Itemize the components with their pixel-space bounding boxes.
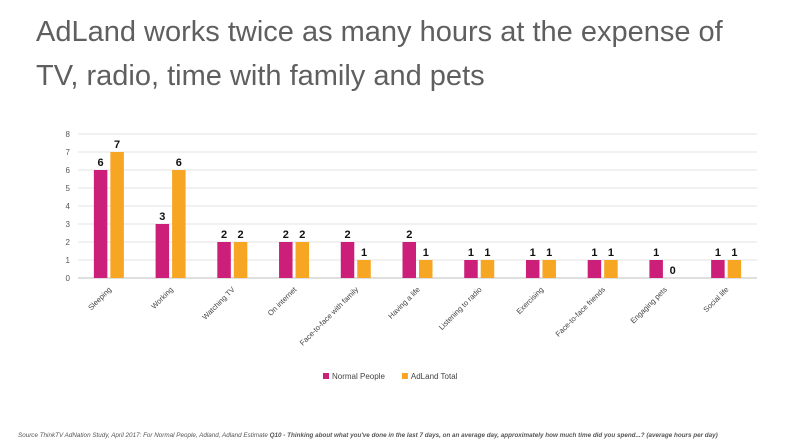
data-label: 1 bbox=[715, 247, 721, 259]
bar bbox=[464, 260, 478, 278]
bar bbox=[295, 242, 310, 278]
data-label: 1 bbox=[361, 247, 367, 259]
bar bbox=[727, 260, 742, 278]
data-label: 3 bbox=[159, 211, 165, 223]
data-label: 1 bbox=[484, 247, 490, 259]
data-label: 2 bbox=[406, 229, 412, 241]
data-label: 2 bbox=[221, 229, 227, 241]
x-tick-label: Face-to-face with family bbox=[298, 285, 361, 348]
x-tick-label: Social life bbox=[701, 285, 730, 314]
x-tick-label: Listening to radio bbox=[437, 285, 484, 332]
x-tick-label: Sleeping bbox=[86, 285, 113, 312]
legend-label: Normal People bbox=[332, 372, 385, 381]
x-tick-label: Exercising bbox=[515, 285, 546, 316]
data-label: 1 bbox=[530, 247, 536, 259]
y-tick-label: 4 bbox=[66, 202, 71, 211]
x-tick-label: On internet bbox=[266, 284, 299, 317]
x-tick-label: Engaging pets bbox=[629, 285, 669, 325]
page-title: AdLand works twice as many hours at the … bbox=[36, 16, 723, 92]
data-label: 2 bbox=[344, 229, 350, 241]
bar bbox=[604, 260, 618, 278]
data-label: 6 bbox=[176, 157, 182, 169]
source-note: Source ThinkTV AdNation Study, April 201… bbox=[18, 432, 788, 439]
y-axis-ticks: 0 1 2 3 4 5 6 7 8 bbox=[66, 130, 71, 283]
legend-swatch bbox=[323, 373, 329, 379]
bar bbox=[217, 242, 231, 278]
data-label: 1 bbox=[591, 247, 597, 259]
y-tick-label: 6 bbox=[66, 166, 71, 175]
bar bbox=[480, 260, 495, 278]
y-tick-label: 5 bbox=[66, 184, 71, 193]
legend-label: AdLand Total bbox=[411, 372, 458, 381]
y-tick-label: 7 bbox=[66, 148, 71, 157]
data-label: 2 bbox=[238, 229, 244, 241]
data-label: 1 bbox=[731, 247, 737, 259]
bar bbox=[587, 260, 602, 278]
bar bbox=[402, 242, 416, 278]
source-text: Source ThinkTV AdNation Study, April 201… bbox=[18, 432, 270, 439]
data-label: 1 bbox=[653, 247, 659, 259]
data-label: 1 bbox=[608, 247, 614, 259]
x-tick-label: Watching TV bbox=[200, 285, 236, 321]
y-tick-label: 8 bbox=[66, 130, 71, 139]
chart-gridlines bbox=[78, 133, 757, 279]
bar bbox=[93, 170, 108, 278]
x-axis-ticks: Sleeping Working Watching TV On internet Fac… bbox=[86, 284, 730, 347]
y-tick-label: 2 bbox=[66, 238, 71, 247]
y-tick-label: 1 bbox=[66, 256, 71, 265]
bar bbox=[525, 260, 540, 278]
data-label: 6 bbox=[98, 157, 104, 169]
chart-legend: Normal People AdLand Total bbox=[323, 372, 458, 381]
bar bbox=[711, 260, 725, 278]
bar bbox=[542, 260, 556, 278]
data-label: 1 bbox=[468, 247, 474, 259]
bar bbox=[155, 224, 170, 278]
bar bbox=[649, 260, 663, 278]
data-label: 2 bbox=[299, 229, 305, 241]
chart-bars bbox=[93, 152, 742, 278]
source-question: Q10 - Thinking about what you've done in… bbox=[269, 432, 718, 439]
bar bbox=[340, 242, 355, 278]
bar bbox=[110, 152, 124, 278]
data-label: 0 bbox=[670, 265, 676, 277]
data-label: 1 bbox=[423, 247, 429, 259]
x-tick-label: Having a life bbox=[386, 285, 422, 321]
data-label: 1 bbox=[546, 247, 552, 259]
y-tick-label: 3 bbox=[66, 220, 71, 229]
bar bbox=[233, 242, 248, 278]
legend-swatch bbox=[401, 373, 408, 379]
bar bbox=[419, 260, 433, 278]
bar bbox=[172, 170, 186, 278]
data-label: 7 bbox=[114, 139, 120, 151]
bar bbox=[279, 242, 293, 278]
data-label: 2 bbox=[283, 229, 289, 241]
x-tick-label: Working bbox=[149, 285, 175, 311]
bar bbox=[357, 260, 371, 278]
x-tick-label: Face-to-face friends bbox=[554, 285, 608, 339]
y-tick-label: 0 bbox=[66, 274, 71, 283]
